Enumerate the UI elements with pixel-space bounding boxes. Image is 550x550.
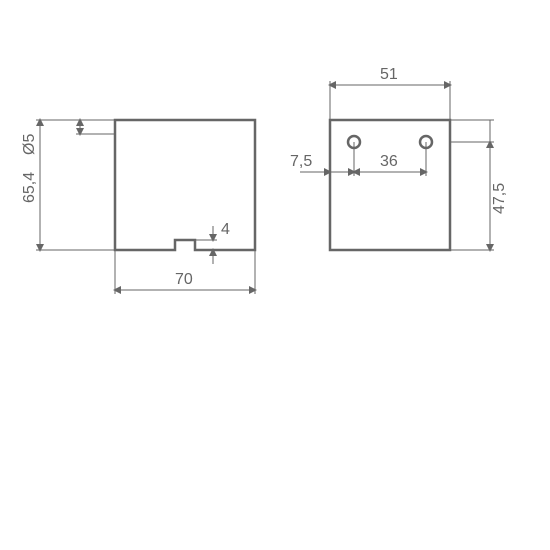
- dim-label-47-5: 47,5: [491, 183, 508, 214]
- dim-label-7-5: 7,5: [290, 153, 312, 170]
- dim-label-4: 4: [221, 221, 230, 238]
- dim-label-51: 51: [380, 66, 398, 83]
- dim-label-36: 36: [380, 153, 398, 170]
- dim-label-65-4: 65,4: [21, 172, 38, 203]
- dim-label-dia5: Ø5: [21, 134, 38, 155]
- left-profile: [115, 120, 255, 250]
- dim-label-70: 70: [175, 271, 193, 288]
